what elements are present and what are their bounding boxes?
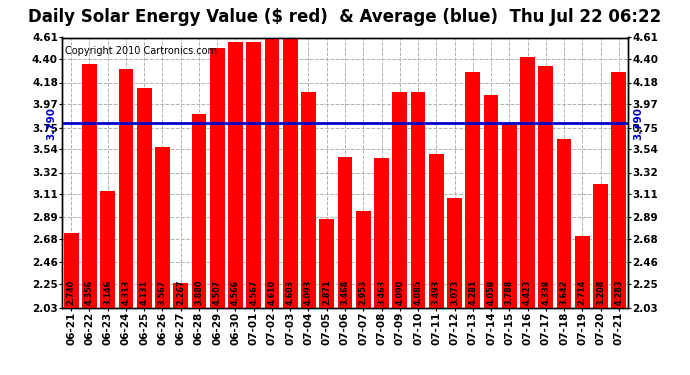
Text: 4.603: 4.603 (286, 280, 295, 305)
Bar (155, 147, 170, 308)
Bar (393, 92, 407, 308)
Text: 4.423: 4.423 (523, 280, 532, 305)
Bar (520, 57, 535, 308)
Text: 4.507: 4.507 (213, 280, 221, 305)
Text: Copyright 2010 Cartronics.com: Copyright 2010 Cartronics.com (65, 46, 217, 56)
Text: 3.567: 3.567 (158, 280, 167, 305)
Text: 4.566: 4.566 (231, 280, 240, 305)
Text: 3.146: 3.146 (104, 280, 112, 305)
Bar (429, 154, 444, 308)
Text: 4.090: 4.090 (395, 280, 404, 305)
Bar (137, 88, 152, 308)
Text: 2.740: 2.740 (67, 280, 76, 305)
Bar (337, 157, 353, 308)
Text: 4.058: 4.058 (486, 280, 495, 305)
Bar (575, 236, 589, 308)
Bar (302, 92, 316, 308)
Bar (484, 95, 498, 308)
Bar (611, 72, 626, 308)
Text: 4.131: 4.131 (140, 280, 149, 305)
Text: 3.493: 3.493 (432, 280, 441, 305)
Text: 4.338: 4.338 (541, 280, 550, 305)
Text: 4.610: 4.610 (268, 280, 277, 305)
Bar (466, 72, 480, 308)
Text: 3.790: 3.790 (633, 107, 644, 140)
Text: 3.880: 3.880 (195, 280, 204, 305)
Bar (228, 42, 243, 308)
Text: 3.790: 3.790 (46, 107, 57, 140)
Bar (82, 64, 97, 308)
Text: Daily Solar Energy Value ($ red)  & Average (blue)  Thu Jul 22 06:22: Daily Solar Energy Value ($ red) & Avera… (28, 8, 662, 26)
Bar (538, 66, 553, 308)
Text: 3.073: 3.073 (450, 280, 459, 305)
Text: 3.468: 3.468 (340, 280, 350, 305)
Bar (374, 158, 388, 308)
Text: 3.463: 3.463 (377, 280, 386, 305)
Text: 3.788: 3.788 (505, 280, 514, 305)
Bar (192, 114, 206, 308)
Bar (210, 48, 224, 308)
Text: 3.208: 3.208 (596, 280, 605, 305)
Bar (319, 219, 334, 308)
Text: 4.093: 4.093 (304, 280, 313, 305)
Text: 4.567: 4.567 (249, 280, 258, 305)
Text: 3.642: 3.642 (560, 280, 569, 305)
Bar (447, 198, 462, 308)
Bar (356, 211, 371, 308)
Bar (593, 184, 608, 308)
Text: 4.283: 4.283 (614, 280, 623, 305)
Text: 2.871: 2.871 (322, 280, 331, 305)
Bar (411, 93, 425, 308)
Text: 2.267: 2.267 (176, 280, 185, 305)
Text: 2.714: 2.714 (578, 280, 586, 305)
Text: 4.085: 4.085 (413, 280, 422, 305)
Bar (173, 283, 188, 308)
Bar (265, 38, 279, 308)
Bar (101, 191, 115, 308)
Text: 2.953: 2.953 (359, 280, 368, 305)
Text: 4.356: 4.356 (85, 280, 94, 305)
Bar (557, 139, 571, 308)
Bar (283, 38, 297, 308)
Bar (246, 42, 261, 308)
Text: 4.281: 4.281 (469, 280, 477, 305)
Bar (64, 233, 79, 308)
Bar (502, 123, 517, 308)
Text: 4.313: 4.313 (121, 280, 130, 305)
Bar (119, 69, 133, 308)
